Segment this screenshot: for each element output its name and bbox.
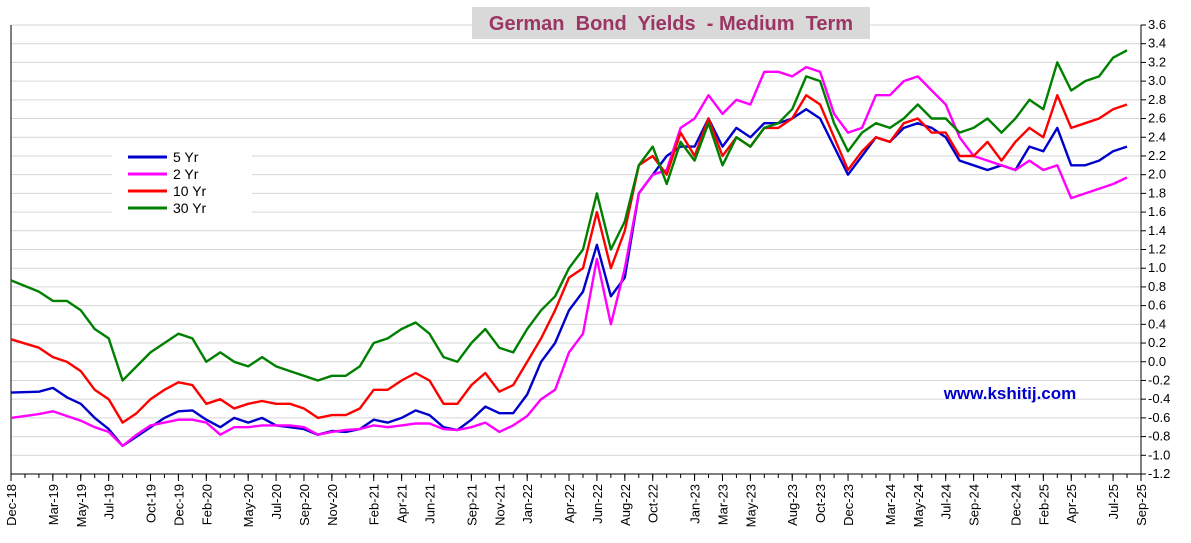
y-tick-label: -0.8 bbox=[1148, 429, 1170, 444]
x-tick-label: Mar-23 bbox=[715, 484, 730, 525]
y-tick-label: -1.2 bbox=[1148, 466, 1170, 481]
axes: -1.2 -1.0 -0.8 -0.6 -0.4 -0.2 0.0 0.2 0.4 0.6 0.8 1… bbox=[4, 17, 1170, 527]
series-line-10-yr bbox=[10, 94, 1128, 424]
x-tick-label: Dec-19 bbox=[171, 484, 186, 526]
series-line-5-yr bbox=[10, 108, 1128, 448]
x-tick-label: Oct-22 bbox=[646, 484, 661, 523]
legend-label: 2 Yr bbox=[173, 166, 199, 182]
y-tick-label: 0.2 bbox=[1148, 335, 1166, 350]
y-tick-label: 2.0 bbox=[1148, 167, 1166, 182]
x-tick-label: Aug-22 bbox=[618, 484, 633, 526]
y-tick-label: 1.4 bbox=[1148, 223, 1166, 238]
x-tick-label: Dec-18 bbox=[4, 484, 19, 526]
y-tick-label: 2.8 bbox=[1148, 92, 1166, 107]
x-tick-label: Sep-25 bbox=[1134, 484, 1149, 526]
x-tick-label: Feb-20 bbox=[199, 484, 214, 525]
x-tick-label: Jan-23 bbox=[688, 484, 703, 524]
y-tick-label: 1.6 bbox=[1148, 204, 1166, 219]
x-tick-label: May-20 bbox=[241, 484, 256, 527]
y-tick-label: -0.6 bbox=[1148, 410, 1170, 425]
y-tick-label: 0.8 bbox=[1148, 279, 1166, 294]
y-tick-label: 0.6 bbox=[1148, 298, 1166, 313]
x-tick-label: Oct-19 bbox=[144, 484, 159, 523]
y-tick-label: 3.0 bbox=[1148, 73, 1166, 88]
x-tick-label: Jan-22 bbox=[520, 484, 535, 524]
legend-label: 10 Yr bbox=[173, 183, 207, 199]
y-tick-label: 0.4 bbox=[1148, 316, 1166, 331]
series-line-2-yr bbox=[10, 65, 1128, 448]
y-tick-label: 1.2 bbox=[1148, 242, 1166, 257]
series-line-30-yr bbox=[10, 49, 1128, 382]
y-tick-label: 1.0 bbox=[1148, 260, 1166, 275]
x-tick-label: Sep-20 bbox=[297, 484, 312, 526]
x-tick-label: Nov-21 bbox=[492, 484, 507, 526]
x-tick-label: Feb-25 bbox=[1036, 484, 1051, 525]
y-tick-label: 3.4 bbox=[1148, 36, 1166, 51]
x-tick-label: Mar-24 bbox=[883, 484, 898, 525]
x-tick-label: Mar-19 bbox=[46, 484, 61, 525]
title-box: German Bond Yields - Medium Term bbox=[472, 7, 870, 39]
x-tick-label: Sep-21 bbox=[464, 484, 479, 526]
y-tick-label: 3.2 bbox=[1148, 54, 1166, 69]
x-tick-label: Dec-24 bbox=[1008, 484, 1023, 526]
x-tick-label: Dec-23 bbox=[841, 484, 856, 526]
y-tick-label: 0.0 bbox=[1148, 354, 1166, 369]
y-tick-label: 2.6 bbox=[1148, 111, 1166, 126]
y-tick-label: 2.2 bbox=[1148, 148, 1166, 163]
x-tick-label: Jul-20 bbox=[269, 484, 284, 519]
x-tick-label: May-24 bbox=[911, 484, 926, 527]
x-tick-label: May-23 bbox=[743, 484, 758, 527]
y-tick-label: 3.6 bbox=[1148, 17, 1166, 32]
x-tick-label: Jul-24 bbox=[939, 484, 954, 519]
legend-label: 5 Yr bbox=[173, 149, 199, 165]
x-tick-label: Sep-24 bbox=[967, 484, 982, 526]
y-tick-label: -1.0 bbox=[1148, 447, 1170, 462]
x-tick-label: Jul-19 bbox=[102, 484, 117, 519]
x-tick-label: Jul-25 bbox=[1106, 484, 1121, 519]
x-tick-label: Apr-25 bbox=[1064, 484, 1079, 523]
x-tick-label: Oct-23 bbox=[813, 484, 828, 523]
x-tick-label: Nov-20 bbox=[325, 484, 340, 526]
watermark-text: www.kshitij.com bbox=[943, 384, 1077, 403]
x-tick-label: Jun-22 bbox=[590, 484, 605, 524]
x-tick-label: Apr-21 bbox=[395, 484, 410, 523]
y-tick-label: -0.2 bbox=[1148, 372, 1170, 387]
x-tick-label: Feb-21 bbox=[367, 484, 382, 525]
y-tick-label: 2.4 bbox=[1148, 129, 1166, 144]
y-tick-label: -0.4 bbox=[1148, 391, 1170, 406]
x-tick-label: Aug-23 bbox=[785, 484, 800, 526]
series-lines bbox=[10, 49, 1128, 448]
x-tick-label: Apr-22 bbox=[562, 484, 577, 523]
y-tick-label: 1.8 bbox=[1148, 185, 1166, 200]
gridlines bbox=[11, 24, 1141, 475]
x-tick-label: May-19 bbox=[74, 484, 89, 527]
x-tick-label: Jun-21 bbox=[423, 484, 438, 524]
legend-label: 30 Yr bbox=[173, 200, 207, 216]
chart-title: German Bond Yields - Medium Term bbox=[489, 13, 853, 35]
